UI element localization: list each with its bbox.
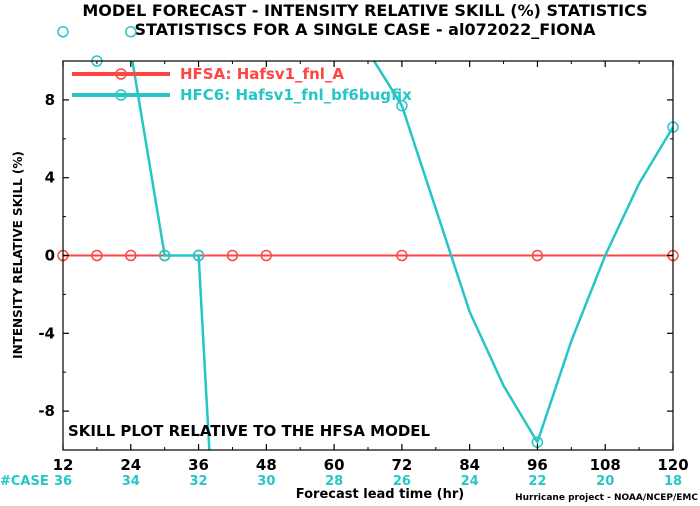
legend-swatch-marker: [115, 89, 127, 101]
case-count: 30: [257, 474, 275, 489]
x-tick-label: 12: [53, 456, 74, 474]
series-line-2: [131, 61, 673, 450]
legend-entry: HFSA: Hafsv1_fnl_A: [180, 65, 344, 83]
y-tick-label: 8: [45, 91, 55, 109]
data-marks: [57, 26, 679, 450]
series-1-point: [531, 249, 544, 262]
y-tick-label: 4: [45, 169, 55, 187]
x-tick-label: 48: [256, 456, 277, 474]
series-2-point: [396, 99, 408, 112]
x-axis-label: Forecast lead time (hr): [296, 487, 464, 502]
case-count: 22: [528, 474, 546, 489]
x-tick-label: 36: [188, 456, 209, 474]
x-tick-label: 60: [324, 456, 345, 474]
y-tick-label: -4: [38, 324, 55, 342]
y-tick-label: 0: [45, 247, 55, 265]
case-count-label: #CASE: [0, 474, 49, 489]
chart-title: MODEL FORECAST - INTENSITY RELATIVE SKIL…: [82, 1, 647, 20]
case-count: 34: [122, 474, 140, 489]
legend: HFSA: Hafsv1_fnl_A HFC6: Hafsv1_fnl_bf6bu…: [72, 65, 412, 104]
case-count: 20: [596, 474, 614, 489]
y-axis-label: INTENSITY RELATIVE SKILL (%): [11, 151, 25, 359]
series-2-point: [125, 26, 137, 38]
x-tick-label: 108: [590, 456, 621, 474]
x-tick-label: 84: [459, 456, 480, 474]
series-2-point: [158, 249, 171, 262]
x-tick-label: 72: [391, 456, 412, 474]
chart-subtitle: STATISTISCS FOR A SINGLE CASE - al072022…: [134, 20, 596, 39]
case-count: 26: [393, 474, 411, 489]
case-count: 32: [190, 474, 208, 489]
legend-entry: HFC6: Hafsv1_fnl_bf6bugfix: [180, 86, 412, 104]
series-2-point: [192, 249, 205, 262]
x-tick-label: 96: [527, 456, 548, 474]
x-tick-label: 120: [657, 456, 688, 474]
x-tick-label: 24: [120, 456, 141, 474]
case-count: 28: [325, 474, 343, 489]
series-1-point: [91, 249, 103, 262]
credit-text: Hurricane project - NOAA/NCEP/EMC: [515, 493, 698, 503]
case-count: 36: [54, 474, 72, 489]
y-tick-label: -8: [38, 402, 55, 420]
series-1-point: [125, 249, 137, 262]
series-1-point: [260, 249, 273, 262]
skill-annotation: SKILL PLOT RELATIVE TO THE HFSA MODEL: [68, 422, 431, 440]
legend-swatch-marker: [115, 68, 127, 80]
series-2-point: [57, 26, 69, 38]
case-count: 18: [664, 474, 682, 489]
series-1-point: [226, 249, 239, 262]
series-1-point: [396, 249, 408, 262]
case-count: 24: [461, 474, 479, 489]
